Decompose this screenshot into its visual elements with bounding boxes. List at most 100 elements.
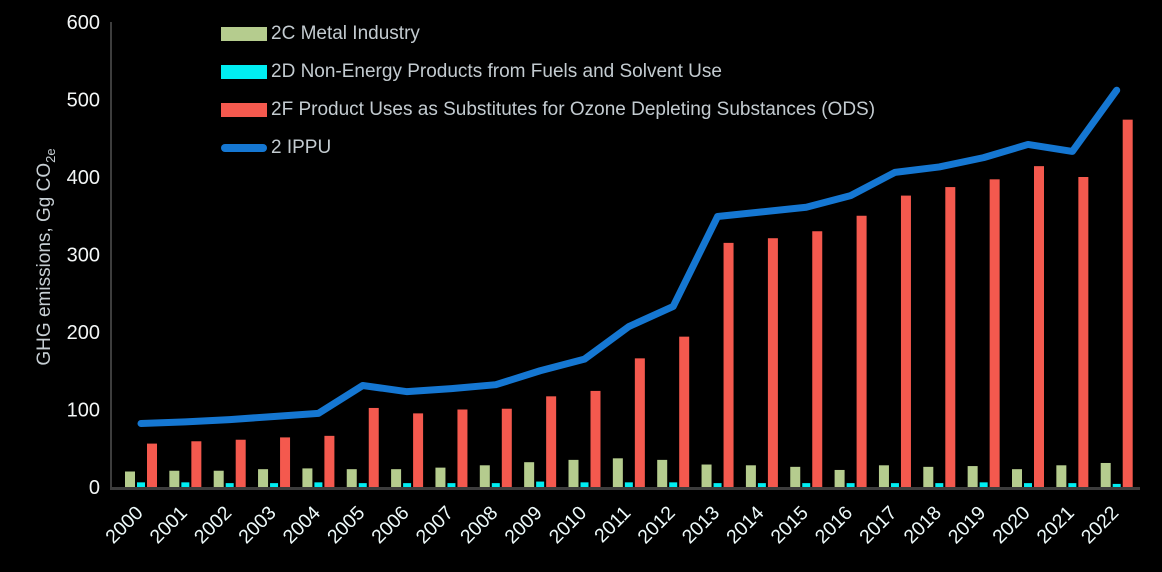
y-axis-title-subscript: 2e [42, 148, 58, 163]
bar-2f-2010 [590, 390, 601, 487]
x-tick-label: 2000 [101, 502, 147, 548]
bar-2c-2011 [612, 458, 623, 487]
bar-2d-2022 [1112, 483, 1121, 487]
bar-2d-2008 [491, 483, 500, 487]
bar-2d-2019 [979, 482, 988, 487]
bar-2d-2005 [358, 483, 367, 487]
bar-2f-2021 [1078, 177, 1089, 487]
legend-label-2-ippu: 2 IPPU [271, 136, 332, 158]
bar-2c-2017 [878, 465, 889, 487]
bar-2c-2008 [479, 465, 490, 487]
bar-2c-2010 [568, 459, 579, 487]
x-tick-label: 2014 [722, 502, 768, 548]
x-tick-label: 2008 [456, 502, 502, 548]
x-tick-label: 2004 [279, 502, 325, 548]
legend-swatch-2c-metal-industry [221, 26, 267, 41]
bar-2f-2016 [856, 215, 867, 487]
bar-2d-2021 [1068, 483, 1077, 487]
bar-2d-2020 [1024, 483, 1032, 487]
bar-2d-2003 [270, 483, 279, 487]
bar-2d-2002 [225, 483, 234, 487]
bar-2d-2006 [403, 483, 412, 487]
x-tick-label: 2020 [988, 502, 1034, 548]
bar-2f-2013 [723, 242, 734, 487]
x-tick-label: 2021 [1033, 502, 1079, 548]
bar-2c-2022 [1100, 462, 1111, 487]
bar-2c-2019 [967, 466, 978, 487]
x-tick-label: 2012 [633, 502, 679, 548]
bar-2f-2000 [147, 443, 157, 487]
y-axis-title: GHG emissions, Gg CO2e [34, 87, 62, 427]
bar-2d-2013 [713, 483, 722, 487]
bar-2f-2019 [989, 179, 1000, 487]
y-tick-label: 600 [67, 12, 100, 34]
bar-2c-2015 [790, 466, 801, 487]
x-tick-label: 2019 [944, 502, 990, 548]
x-tick-label: 2018 [900, 502, 946, 548]
bar-2f-2009 [546, 396, 557, 487]
legend-item-2f-ods-substitutes: 2F Product Uses as Substitutes for Ozone… [221, 97, 875, 122]
bar-2d-2016 [846, 483, 855, 487]
bar-2c-2018 [923, 466, 934, 487]
bar-2c-2021 [1056, 465, 1067, 487]
bar-2d-2000 [137, 482, 145, 487]
bar-2d-2018 [935, 483, 944, 487]
x-tick-label: 2022 [1077, 502, 1123, 548]
bar-2f-2006 [413, 413, 424, 487]
legend-item-2-ippu: 2 IPPU [221, 135, 875, 160]
bar-2c-2005 [346, 469, 357, 487]
y-tick-label: 500 [67, 90, 100, 112]
y-tick-label: 100 [67, 400, 100, 422]
legend-swatch-2d-non-energy [221, 64, 267, 79]
y-tick-label: 200 [67, 322, 100, 344]
x-tick-label: 2011 [590, 502, 635, 547]
bar-2d-2012 [669, 482, 678, 487]
bar-2f-2007 [457, 409, 468, 487]
bar-2d-2011 [624, 482, 633, 487]
legend-label-2f-ods-substitutes: 2F Product Uses as Substitutes for Ozone… [271, 98, 876, 120]
x-tick-label: 2006 [367, 502, 413, 548]
x-tick-label: 2007 [412, 502, 458, 548]
bar-2c-2002 [213, 470, 224, 487]
y-tick-label: 0 [89, 477, 100, 499]
bar-2c-2001 [169, 470, 180, 487]
legend-item-2d-non-energy: 2D Non-Energy Products from Fuels and So… [221, 59, 875, 84]
bar-2d-2010 [580, 482, 589, 487]
x-tick-label: 2003 [234, 502, 280, 548]
bar-2d-2015 [802, 483, 811, 487]
x-tick-label: 2017 [855, 502, 901, 548]
bar-2c-2013 [701, 464, 712, 487]
bar-2c-2004 [302, 468, 313, 487]
bar-2f-2002 [235, 439, 246, 487]
bar-2d-2017 [890, 483, 899, 487]
bar-2f-2001 [191, 441, 202, 487]
x-tick-label: 2015 [767, 502, 813, 548]
legend: 2C Metal Industry 2D Non-Energy Products… [221, 21, 875, 160]
bar-2f-2008 [501, 408, 512, 487]
x-tick-label: 2002 [190, 502, 236, 548]
bar-2f-2022 [1122, 119, 1133, 488]
legend-label-2d-non-energy: 2D Non-Energy Products from Fuels and So… [271, 60, 722, 82]
legend-swatch-2-ippu-line [221, 143, 267, 152]
bar-2c-2003 [258, 469, 269, 487]
y-tick-label: 400 [67, 167, 100, 189]
y-tick-label: 300 [67, 245, 100, 267]
bar-2f-2015 [812, 231, 823, 487]
bar-2c-2014 [745, 465, 756, 487]
bar-2f-2012 [679, 336, 690, 487]
bar-2d-2009 [536, 481, 545, 487]
bar-2f-2020 [1034, 166, 1044, 487]
bar-2c-2000 [125, 471, 135, 487]
bar-2f-2005 [368, 407, 379, 487]
bar-2f-2004 [324, 435, 335, 487]
bar-2f-2003 [280, 437, 291, 487]
bar-2d-2007 [447, 483, 456, 487]
bar-2d-2004 [314, 482, 323, 487]
line-2-ippu [137, 86, 1121, 427]
x-tick-label: 2010 [545, 502, 591, 548]
x-tick-label: 2005 [323, 502, 369, 548]
bar-2c-2016 [834, 469, 845, 487]
bar-2d-2001 [181, 482, 190, 487]
